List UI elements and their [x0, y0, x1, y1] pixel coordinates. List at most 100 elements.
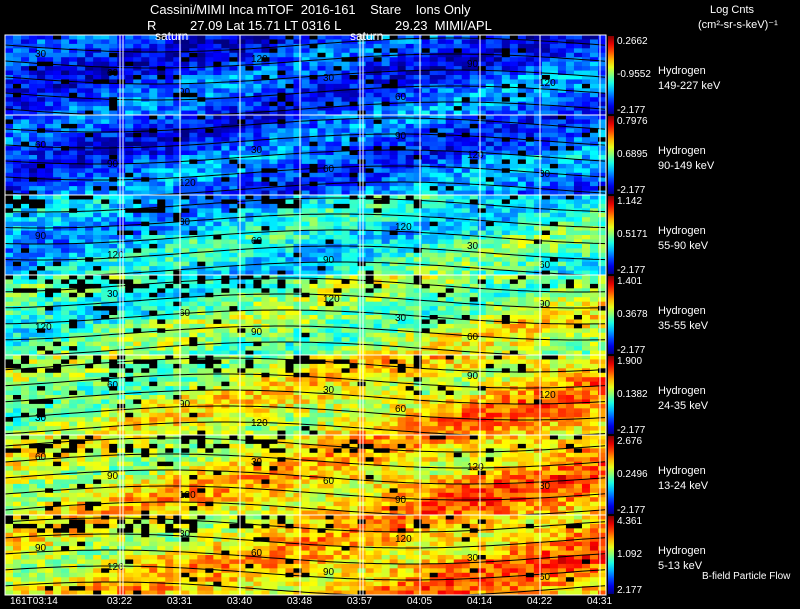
- pitch-contour: [4, 229, 606, 245]
- contour-level-label: 60: [323, 164, 335, 175]
- pitch-contour: [4, 85, 606, 101]
- pitch-contour: [4, 197, 606, 213]
- contour-level-label: 120: [467, 462, 484, 473]
- pitch-contour: [4, 453, 606, 469]
- contour-level-label: 120: [467, 150, 484, 161]
- position-info: 27.09 Lat 15.71 LT 0316 L: [190, 18, 342, 33]
- contour-level-label: 30: [251, 145, 263, 156]
- pitch-contour: [4, 325, 606, 341]
- panel-species-label: Hydrogen: [658, 305, 706, 317]
- pitch-contour: [4, 133, 606, 149]
- pitch-contour: [4, 581, 606, 597]
- pitch-contour: [4, 437, 606, 453]
- colorbar-min-label: -2.177: [617, 345, 646, 356]
- contour-level-label: 60: [107, 68, 119, 79]
- panel-species-label: Hydrogen: [658, 545, 706, 557]
- position-l-info: 29.23 MIMI/APL: [395, 18, 492, 33]
- colorbar-min-label: -2.177: [617, 425, 646, 436]
- pitch-contour: [4, 341, 606, 357]
- bfield-flow-note: B-field Particle Flow: [702, 571, 791, 582]
- contour-level-label: 90: [323, 255, 335, 266]
- energy-panel: 90 120 30 60 90 120 30 60: [4, 194, 607, 277]
- contour-level-label: 90: [107, 159, 119, 170]
- contour-level-label: 30: [539, 169, 551, 180]
- pitch-contour: [4, 549, 606, 565]
- colorbar-min-label: -2.177: [617, 185, 646, 196]
- colorbar: [608, 516, 614, 594]
- colorbar-mid-label: 1.092: [617, 549, 643, 560]
- contour-level-label: 120: [107, 250, 124, 261]
- contour-level-label: 90: [35, 543, 47, 554]
- time-tick-label: 03:40: [227, 596, 253, 607]
- contour-level-label: 30: [35, 413, 47, 424]
- pitch-contour: [4, 53, 606, 69]
- pitch-contour: [4, 69, 606, 85]
- time-tick-label: 161T03:14: [10, 596, 58, 607]
- energy-panel: 90 120 30 60 90 120 30 60: [4, 514, 607, 597]
- pitch-contour: [4, 565, 606, 581]
- contour-level-label: 90: [251, 327, 263, 338]
- colorbar: [608, 116, 614, 194]
- contour-level-label: 30: [467, 241, 479, 252]
- contour-level-label: 60: [35, 140, 47, 151]
- panel-species-label: Hydrogen: [658, 65, 706, 77]
- pitch-contour: [4, 373, 606, 389]
- time-tick-label: 03:22: [107, 596, 133, 607]
- contour-level-label: 60: [395, 92, 407, 103]
- contour-level-label: 30: [179, 529, 191, 540]
- pitch-contour: [4, 485, 606, 501]
- contour-level-label: 90: [107, 471, 119, 482]
- time-tick-label: 03:57: [347, 596, 373, 607]
- contour-level-label: 30: [251, 457, 263, 468]
- time-tick-label: 04:05: [407, 596, 433, 607]
- contour-level-label: 30: [323, 73, 335, 84]
- colorbar-mid-label: -0.9552: [617, 69, 651, 80]
- colorbar: [608, 356, 614, 434]
- contour-level-label: 60: [395, 404, 407, 415]
- panel-energy-label: 13-24 keV: [658, 480, 709, 492]
- panel-energy-label: 5-13 keV: [658, 560, 703, 572]
- contour-level-label: 90: [179, 87, 191, 98]
- contour-level-label: 120: [251, 418, 268, 429]
- pitch-contour: [4, 517, 606, 533]
- contour-level-label: 90: [395, 495, 407, 506]
- contour-level-label: 90: [35, 231, 47, 242]
- contour-level-label: 120: [179, 490, 196, 501]
- colorbar-max-label: 0.7976: [617, 116, 648, 127]
- colorbar-min-label: -2.177: [617, 105, 646, 116]
- colorbar-min-label: 2.177: [617, 585, 643, 596]
- contour-level-label: 60: [539, 572, 551, 583]
- contour-level-label: 60: [35, 452, 47, 463]
- colorbar-mid-label: 0.6895: [617, 149, 648, 160]
- pitch-contour: [4, 405, 606, 421]
- pitch-contour: [4, 389, 606, 405]
- panel-species-label: Hydrogen: [658, 465, 706, 477]
- contour-level-label: 120: [395, 534, 412, 545]
- colorbar-mid-label: 0.1382: [617, 389, 648, 400]
- contour-level-label: 60: [251, 548, 263, 559]
- contour-level-label: 90: [323, 567, 335, 578]
- contour-level-label: 120: [539, 390, 556, 401]
- energy-panel: 30 60 90 120 30 60 90 120: [4, 34, 607, 117]
- energy-panel: 60 90 120 30 60 90 120 30: [4, 114, 607, 197]
- contour-level-label: 60: [323, 476, 335, 487]
- contour-level-label: 60: [539, 260, 551, 271]
- colorbar-min-label: -2.177: [617, 265, 646, 276]
- contour-level-label: 90: [395, 131, 407, 142]
- time-tick-label: 04:22: [527, 596, 553, 607]
- panel-energy-label: 90-149 keV: [658, 160, 715, 172]
- contour-level-label: 120: [179, 178, 196, 189]
- colorbar-mid-label: 0.5171: [617, 229, 648, 240]
- energy-panel: 120 30 60 90 120 30 60 90: [4, 274, 607, 357]
- colorbar: [608, 196, 614, 274]
- colorbar: [608, 36, 614, 114]
- pitch-contour: [4, 277, 606, 293]
- colorbar-max-label: 1.142: [617, 196, 643, 207]
- colorbar: [608, 276, 614, 354]
- units-subtitle: (cm²-sr-s-keV)⁻¹: [698, 19, 778, 31]
- colorbar-mid-label: 0.3678: [617, 309, 648, 320]
- colorbar-min-label: -2.177: [617, 505, 646, 516]
- colorbar-max-label: 1.401: [617, 276, 643, 287]
